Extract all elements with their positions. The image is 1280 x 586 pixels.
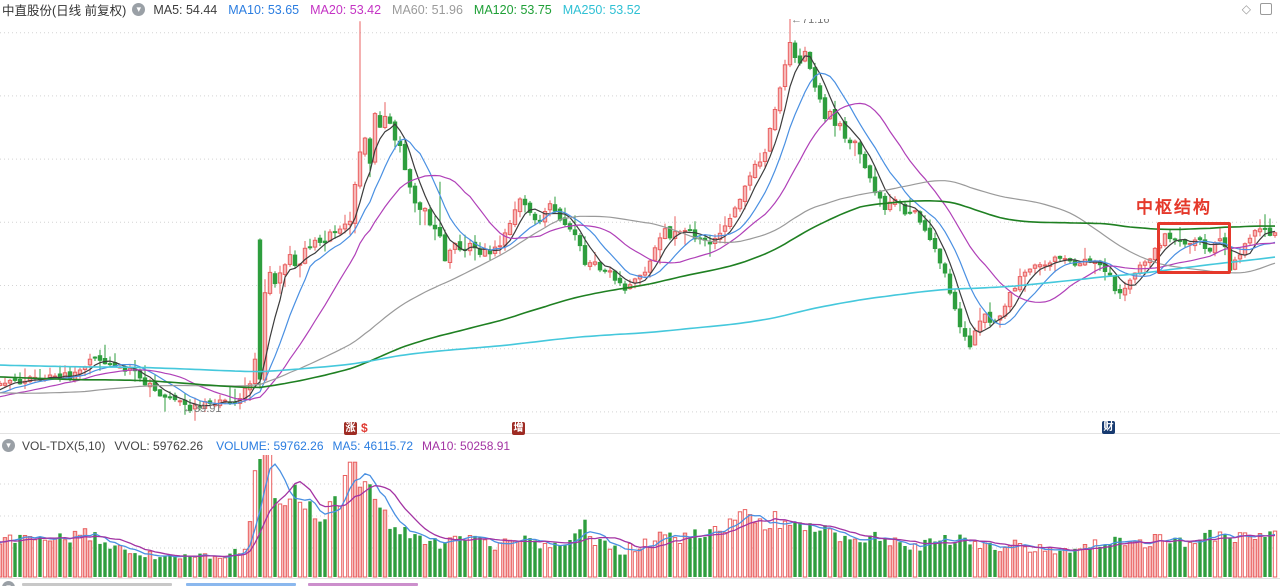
ma60-line xyxy=(0,180,1276,394)
event-badge[interactable]: 财 xyxy=(1102,421,1115,434)
volume-indicator-name: VOL-TDX(5,10) xyxy=(22,438,106,453)
stock-title: 中直股份(日线 前复权) xyxy=(2,4,127,18)
ma-legend-item: MA10: 53.65 xyxy=(228,2,300,17)
diamond-icon[interactable]: ◇ xyxy=(1241,2,1251,16)
vol_ma5-line xyxy=(0,463,1276,558)
ma-legend-item: MA120: 53.75 xyxy=(473,2,552,17)
maximize-icon[interactable] xyxy=(1260,3,1272,15)
ma120-line xyxy=(0,200,1275,389)
chevron-down-icon[interactable]: ▾ xyxy=(132,3,146,16)
chart-header: 中直股份(日线 前复权) ▾ MA5: 54.44 MA10: 53.65 MA20… xyxy=(0,0,1280,19)
chevron-down-icon: ▾ xyxy=(2,581,15,586)
ma-legend-item: MA60: 51.96 xyxy=(392,2,463,17)
header-icons: ◇ xyxy=(1242,2,1272,16)
panel-divider-bottom xyxy=(0,578,1280,579)
vol_ma10-line xyxy=(0,480,1276,558)
volume-bars-layer xyxy=(0,455,1278,578)
event-badge[interactable]: 涨 xyxy=(344,422,357,435)
volume-ma5-value: MA5: 46115.72 xyxy=(332,438,414,453)
vvol-value: VVOL: 59762.26 xyxy=(114,438,204,453)
grid-lines xyxy=(0,32,1280,549)
volume-header: ▾ VOL-TDX(5,10) VVOL: 59762.26 VOLUME: 5… xyxy=(0,437,1280,454)
volume-value: VOLUME: 59762.26 xyxy=(216,438,324,453)
ma-legend: MA5: 54.44 MA10: 53.65 MA20: 53.42 MA60: 51… xyxy=(153,3,651,17)
candles-layer xyxy=(0,18,1278,421)
pivot-structure-box xyxy=(1157,222,1231,274)
panel-divider xyxy=(0,433,1280,434)
ma-legend-item: MA250: 53.52 xyxy=(562,2,641,17)
ma5-line xyxy=(0,55,1276,407)
ma20-line xyxy=(0,102,1276,401)
event-badge[interactable]: $ xyxy=(361,421,368,435)
volume-ma10-value: MA10: 50258.91 xyxy=(422,438,511,453)
ma250-line xyxy=(0,256,1276,373)
ma-legend-item: MA20: 53.42 xyxy=(310,2,382,17)
low-price-annotation: ←39.91 xyxy=(183,403,222,415)
chevron-down-icon[interactable]: ▾ xyxy=(2,439,15,452)
ma10-line xyxy=(0,72,1276,405)
pivot-structure-label: 中枢结构 xyxy=(1136,198,1212,217)
ma-legend-item: MA5: 54.44 xyxy=(153,2,218,17)
clipped-indicator-strip: ▾ xyxy=(0,579,1280,586)
event-badge[interactable]: 增 xyxy=(512,422,525,435)
